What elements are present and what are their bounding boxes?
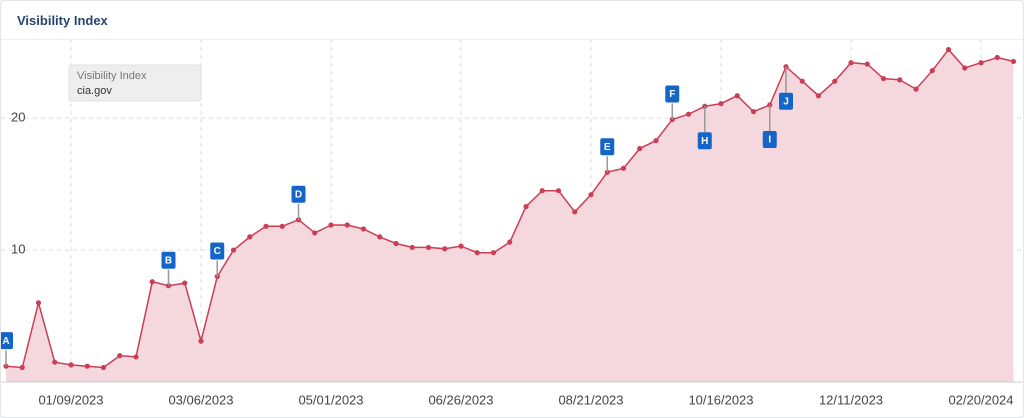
x-tick-label: 06/26/2023 — [428, 392, 493, 407]
data-point — [555, 188, 562, 194]
data-point — [653, 137, 659, 144]
data-point — [539, 188, 545, 194]
marker-label: E — [604, 142, 611, 153]
data-point — [377, 234, 383, 240]
data-point — [962, 65, 968, 71]
data-point — [263, 223, 269, 229]
marker-label: F — [669, 89, 675, 100]
data-point — [799, 78, 805, 84]
data-point — [572, 209, 578, 215]
data-point — [84, 363, 90, 369]
header-divider — [1, 39, 1023, 40]
x-tick-label: 10/16/2023 — [688, 392, 753, 407]
data-point — [880, 75, 887, 82]
marker-box — [600, 138, 615, 156]
x-tick-label: 05/01/2023 — [298, 392, 363, 407]
marker-label: I — [768, 135, 771, 146]
data-point — [620, 165, 627, 171]
data-point — [864, 61, 870, 67]
x-tick-label: 03/06/2023 — [168, 392, 233, 407]
data-point — [117, 353, 123, 359]
data-point — [507, 239, 513, 245]
marker-label: J — [783, 96, 789, 107]
data-point — [68, 362, 74, 368]
legend-entry: cia.gov — [77, 85, 112, 97]
marker-label: D — [295, 189, 302, 200]
marker-label: H — [701, 136, 708, 147]
data-point — [344, 222, 350, 228]
data-point — [588, 192, 594, 198]
data-point — [490, 250, 497, 256]
data-point — [685, 111, 692, 117]
card-title: Visibility Index — [17, 13, 108, 28]
data-point — [832, 78, 838, 84]
data-point — [994, 54, 1000, 61]
legend-box — [68, 64, 202, 102]
data-point — [19, 364, 25, 371]
data-point — [718, 101, 724, 107]
data-point — [734, 93, 740, 99]
legend-title: Visibility Index — [77, 70, 147, 82]
data-point — [133, 354, 139, 360]
x-tick-label: 08/21/2023 — [558, 392, 623, 407]
data-point — [247, 234, 253, 240]
data-point — [848, 60, 854, 66]
marker-label: B — [165, 255, 172, 266]
x-tick-label: 12/11/2023 — [819, 392, 883, 407]
data-point — [929, 68, 935, 74]
marker-box — [697, 132, 712, 150]
data-point — [182, 280, 188, 286]
marker-box — [291, 185, 306, 203]
data-point — [328, 222, 334, 228]
data-point — [52, 359, 58, 365]
data-point — [458, 243, 464, 249]
marker-box — [161, 251, 176, 269]
data-point — [409, 244, 415, 251]
x-tick-label: 02/20/2024 — [948, 392, 1013, 407]
data-point — [279, 223, 285, 229]
data-point — [897, 77, 903, 83]
marker-box — [665, 85, 680, 103]
data-point — [100, 364, 107, 371]
data-point — [360, 226, 367, 232]
marker-box — [779, 92, 793, 110]
marker-box — [1, 332, 13, 350]
data-point — [978, 60, 984, 66]
data-point — [815, 93, 822, 99]
marker-box — [210, 242, 225, 260]
data-point — [230, 247, 237, 253]
data-point — [35, 300, 42, 306]
y-tick-label: 20 — [11, 110, 25, 125]
marker-box — [762, 130, 777, 148]
data-point — [198, 338, 204, 344]
y-tick-label: 10 — [11, 242, 25, 257]
data-point — [945, 46, 952, 53]
data-point — [637, 145, 643, 152]
data-point — [149, 279, 155, 285]
data-point — [442, 246, 448, 252]
data-point — [750, 108, 757, 115]
data-point — [1010, 58, 1017, 65]
data-point — [393, 240, 399, 247]
x-tick-label: 01/09/2023 — [38, 392, 103, 407]
data-point — [523, 203, 529, 210]
area — [6, 49, 1014, 382]
data-point — [474, 250, 480, 256]
marker-label: A — [2, 336, 9, 347]
data-point — [913, 86, 919, 92]
data-point — [312, 230, 318, 236]
data-point — [425, 244, 432, 251]
marker-label: C — [214, 246, 221, 257]
